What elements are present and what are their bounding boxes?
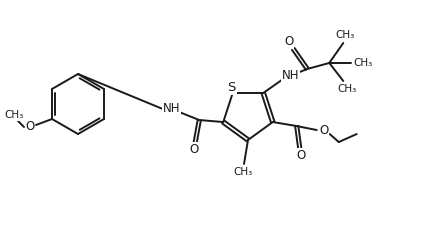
Text: NH: NH [282,69,299,83]
Text: O: O [285,36,294,48]
Text: O: O [319,123,328,136]
Text: O: O [190,143,199,156]
Text: O: O [25,120,35,133]
Text: CH₃: CH₃ [233,167,253,177]
Text: CH₃: CH₃ [354,58,373,68]
Text: CH₃: CH₃ [4,110,24,120]
Text: O: O [296,149,305,161]
Text: NH: NH [162,102,180,114]
Text: S: S [228,82,236,94]
Text: CH₃: CH₃ [338,84,357,94]
Text: CH₃: CH₃ [336,30,355,40]
